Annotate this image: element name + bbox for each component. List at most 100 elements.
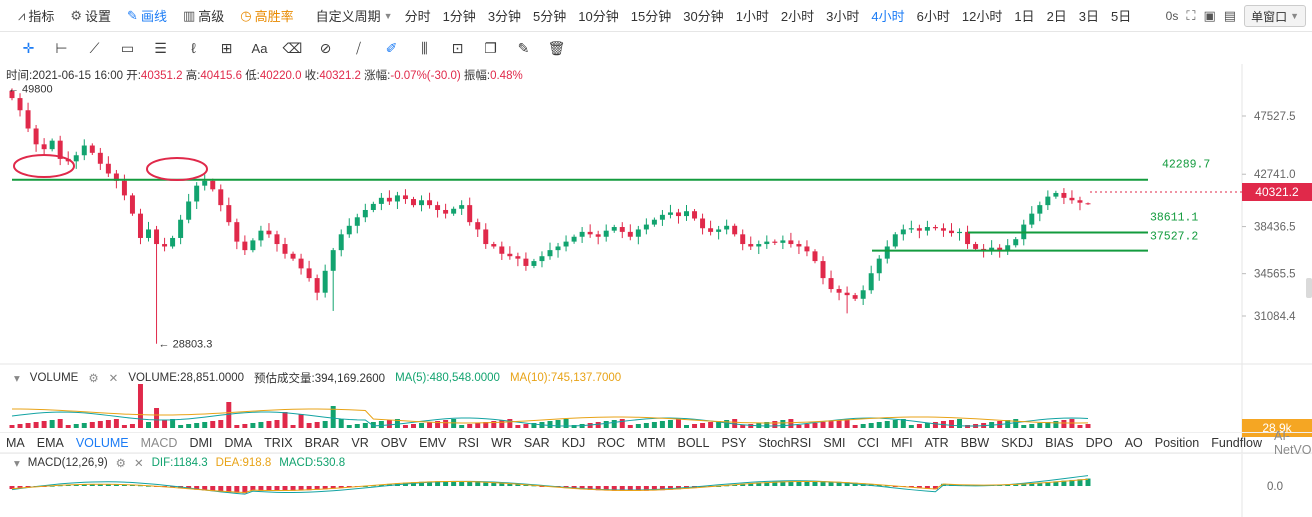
indicators-button[interactable]: ⩘ 指标	[18, 7, 55, 25]
indicator-tab[interactable]: TRIX	[264, 436, 293, 450]
indicator-tab[interactable]: BIAS	[1045, 436, 1074, 450]
period-tab[interactable]: 12小时	[961, 9, 1003, 24]
measure-icon[interactable]: ⊞	[220, 39, 233, 56]
close-icon[interactable]: ✕	[108, 373, 119, 385]
candle-body	[314, 278, 320, 293]
gear-icon[interactable]: ⚙	[115, 458, 126, 470]
indicator-tab[interactable]: SKDJ	[1001, 436, 1034, 450]
fullscreen-icon[interactable]: ⛶	[1186, 8, 1196, 23]
indicator-tab[interactable]: AI-NetVOL	[1273, 429, 1312, 457]
custom-period-dropdown[interactable]: 自定义周期 ▼	[315, 9, 393, 24]
indicator-tab[interactable]: CCI	[857, 436, 880, 450]
period-tab[interactable]: 5日	[1111, 9, 1132, 24]
indicator-tab[interactable]: SMI	[823, 436, 846, 450]
indicator-tab[interactable]: DMI	[189, 436, 213, 450]
trash-icon[interactable]: 🗑	[547, 39, 566, 56]
horizontal-ray-icon[interactable]: ⊢	[55, 39, 68, 56]
indicator-tab[interactable]: MFI	[891, 436, 913, 450]
indicator-tab[interactable]: VOLUME	[75, 436, 129, 450]
period-tab[interactable]: 4小时	[871, 9, 905, 24]
indicator-tab[interactable]: BRAR	[304, 436, 340, 450]
collapse-icon[interactable]: ▾	[14, 373, 20, 385]
trend-line-icon[interactable]: ⟋	[89, 39, 100, 56]
text-icon[interactable]: Aa	[251, 40, 268, 56]
rectangle-icon[interactable]: ▭	[120, 39, 135, 56]
period-tab[interactable]: 30分钟	[683, 9, 724, 24]
macd-histogram-bar	[876, 484, 882, 486]
gear-icon[interactable]: ⚙	[88, 373, 99, 385]
period-tab[interactable]: 分时	[404, 9, 431, 24]
period-tab[interactable]: 3日	[1078, 9, 1100, 24]
period-tab[interactable]: 5分钟	[533, 9, 567, 24]
period-tab[interactable]: 1分钟	[442, 9, 476, 24]
indicator-tab[interactable]: RSI	[458, 436, 480, 450]
indicator-tab[interactable]: DPO	[1085, 436, 1113, 450]
chart-canvas[interactable]: 47527.5 42741.0 38436.5 34565.5 31084.4 ← 498…	[0, 64, 1312, 517]
indicator-tab[interactable]: StochRSI	[758, 436, 812, 450]
period-tab[interactable]: 10分钟	[578, 9, 619, 24]
indicator-tab[interactable]: MTM	[637, 436, 666, 450]
volume-bar	[1013, 419, 1019, 428]
line-1-label: 42289.7	[1162, 159, 1210, 172]
screenshot-icon[interactable]: ▣	[1203, 8, 1216, 23]
edit-icon[interactable]: ✎	[517, 39, 530, 56]
magnet-icon[interactable]: ⊘	[319, 39, 332, 56]
candle-body	[539, 256, 545, 262]
indicator-tab[interactable]: DMA	[224, 436, 253, 450]
copy-icon[interactable]: ❐	[484, 39, 497, 56]
advanced-button[interactable]: ▥ 高级	[182, 7, 225, 25]
period-tab[interactable]: 1小时	[735, 9, 769, 24]
period-tab[interactable]: 1日	[1014, 9, 1035, 24]
volume-bar	[900, 419, 906, 428]
candle-body	[892, 234, 898, 247]
lock-icon[interactable]: ⊡	[451, 39, 464, 56]
indicator-tab[interactable]: ATR	[924, 436, 949, 450]
layout-icon[interactable]: ▤	[1223, 8, 1237, 23]
side-panel-handle[interactable]	[1306, 278, 1312, 298]
period-tab[interactable]: 3小时	[826, 9, 860, 24]
period-tab[interactable]: 3分钟	[487, 9, 522, 24]
indicator-tab[interactable]: EMV	[419, 436, 447, 450]
candle-body	[1053, 192, 1059, 197]
eraser-icon[interactable]: ⌫	[282, 39, 303, 56]
indicator-tab[interactable]: MA	[6, 436, 25, 450]
candle-body	[1037, 205, 1043, 214]
macd-histogram-bar	[619, 486, 625, 491]
ohlc-info: 时间:2021-06-15 16:00 开:40351.2 高:40415.6 …	[6, 70, 523, 82]
crosshair-icon[interactable]: ✛	[22, 39, 35, 56]
indicator-tab[interactable]: Position	[1154, 436, 1200, 450]
indicator-tab[interactable]: VR	[351, 436, 369, 450]
indicator-tab[interactable]: AO	[1124, 436, 1143, 450]
period-tab[interactable]: 2日	[1046, 9, 1067, 24]
fibonacci-icon[interactable]: ℓ	[191, 40, 196, 56]
close-icon[interactable]: ✕	[133, 458, 144, 470]
window-mode-select[interactable]: 单窗口 ▼	[1244, 5, 1306, 27]
indicator-tab[interactable]: BOLL	[677, 436, 710, 450]
indicator-tab[interactable]: BBW	[960, 436, 990, 450]
high-winrate-button[interactable]: ◷ 高胜率	[240, 7, 294, 25]
period-tab[interactable]: 6小时	[916, 9, 950, 24]
candle-body	[146, 229, 151, 238]
indicator-tab[interactable]: KDJ	[561, 436, 586, 450]
indicator-tab[interactable]: EMA	[36, 436, 64, 450]
volume-bar	[499, 420, 505, 428]
period-tab[interactable]: 15分钟	[630, 9, 672, 24]
indicator-tab[interactable]: MACD	[140, 436, 178, 450]
candle-body	[394, 195, 400, 202]
indicator-tab[interactable]: SAR	[523, 436, 550, 450]
period-tab[interactable]: 2小时	[780, 9, 815, 24]
indicator-tab[interactable]: ROC	[597, 436, 626, 450]
indicator-tab[interactable]: Fundflow	[1211, 436, 1262, 450]
brush-icon[interactable]: ✐	[385, 39, 398, 56]
settings-button[interactable]: ⚙ 设置	[70, 7, 112, 25]
volume-bar	[957, 419, 963, 428]
ruler-icon[interactable]: ⧸	[356, 39, 361, 56]
indicator-tab[interactable]: WR	[491, 436, 512, 450]
indicator-tab[interactable]: PSY	[721, 436, 747, 450]
volume-bar	[804, 424, 810, 428]
candles-icon[interactable]: ⫼	[421, 39, 428, 56]
parallel-channel-icon[interactable]: ☰	[154, 39, 167, 56]
collapse-icon[interactable]: ▾	[14, 458, 20, 470]
draw-button[interactable]: ✎ 画线	[127, 7, 167, 25]
indicator-tab[interactable]: OBV	[380, 436, 408, 450]
